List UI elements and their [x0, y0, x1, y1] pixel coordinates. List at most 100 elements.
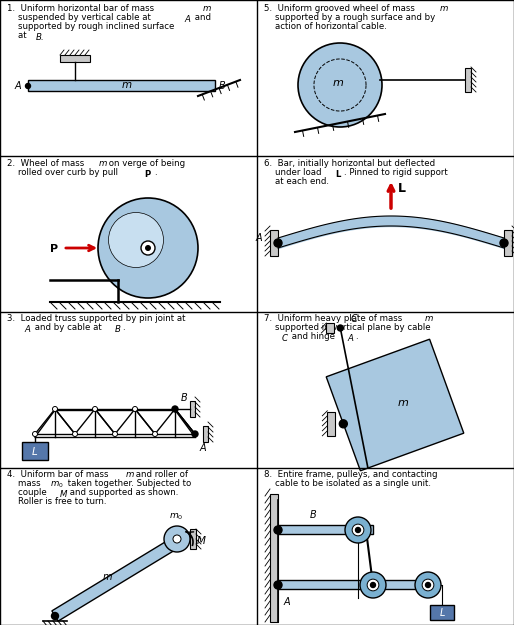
Text: and: and [192, 13, 211, 22]
Circle shape [145, 245, 151, 251]
Text: $M$: $M$ [59, 488, 68, 499]
Circle shape [337, 325, 343, 331]
Text: 1.  Uniform horizontal bar of mass: 1. Uniform horizontal bar of mass [7, 4, 157, 13]
Text: $A$: $A$ [255, 231, 264, 243]
Text: . Pinned to rigid support: . Pinned to rigid support [344, 168, 448, 177]
Text: 7.  Uniform heavy plate of mass: 7. Uniform heavy plate of mass [264, 314, 405, 323]
Text: $m$: $m$ [121, 80, 132, 90]
Circle shape [274, 239, 282, 247]
Circle shape [141, 241, 155, 255]
Text: 6.  Bar, initially horizontal but deflected: 6. Bar, initially horizontal but deflect… [264, 159, 435, 168]
Bar [430, 605, 454, 620]
Text: and hinge: and hinge [289, 332, 338, 341]
Text: and supported as shown.: and supported as shown. [67, 488, 178, 497]
Text: at: at [7, 31, 29, 40]
Text: $m_0$: $m_0$ [169, 511, 183, 522]
Text: 5.  Uniform grooved wheel of mass: 5. Uniform grooved wheel of mass [264, 4, 417, 13]
Circle shape [339, 420, 347, 428]
Bar [278, 525, 373, 534]
Circle shape [164, 526, 190, 552]
Text: $L$: $L$ [438, 606, 446, 618]
Bar [270, 230, 278, 256]
Text: supported in vertical plane by cable: supported in vertical plane by cable [264, 323, 431, 332]
Text: $A$: $A$ [347, 332, 355, 343]
Circle shape [360, 572, 386, 598]
Text: $B$: $B$ [218, 79, 226, 91]
Circle shape [173, 406, 177, 411]
Text: and by cable at: and by cable at [32, 323, 104, 332]
Text: 8.  Entire frame, pulleys, and contacting: 8. Entire frame, pulleys, and contacting [264, 470, 437, 479]
Text: $A$: $A$ [327, 416, 335, 428]
Text: $m$: $m$ [202, 4, 212, 13]
Bar [504, 230, 512, 256]
Circle shape [356, 528, 360, 532]
Circle shape [192, 431, 198, 437]
Text: rolled over curb by pull: rolled over curb by pull [7, 168, 121, 177]
Bar [327, 412, 335, 436]
Text: $m$: $m$ [424, 314, 434, 323]
Circle shape [98, 198, 198, 298]
Circle shape [93, 406, 98, 411]
Text: .: . [355, 332, 358, 341]
Text: $m$: $m$ [397, 398, 409, 408]
Bar [190, 529, 196, 549]
Circle shape [367, 579, 379, 591]
Circle shape [274, 581, 282, 589]
Circle shape [422, 579, 434, 591]
Text: and roller of: and roller of [133, 470, 188, 479]
Text: $\mathbf{L}$: $\mathbf{L}$ [397, 182, 407, 196]
Text: supported by a rough surface and by: supported by a rough surface and by [264, 13, 435, 22]
Circle shape [108, 213, 163, 268]
Circle shape [371, 582, 376, 587]
Text: $A$: $A$ [24, 323, 32, 334]
Text: mass: mass [7, 479, 43, 488]
Circle shape [51, 612, 59, 619]
Circle shape [72, 431, 78, 436]
Circle shape [173, 535, 181, 543]
Text: cable to be isolated as a single unit.: cable to be isolated as a single unit. [264, 479, 431, 488]
Polygon shape [52, 538, 178, 621]
Text: $m$: $m$ [439, 4, 449, 13]
Text: $C$: $C$ [351, 312, 359, 324]
Bar [28, 80, 215, 91]
Text: $\mathbf{L}$: $\mathbf{L}$ [335, 168, 342, 179]
Text: 4.  Uniform bar of mass: 4. Uniform bar of mass [7, 470, 111, 479]
Text: $A$: $A$ [14, 79, 23, 91]
Text: $B$: $B$ [114, 323, 121, 334]
Circle shape [193, 431, 197, 436]
Circle shape [172, 406, 178, 412]
Circle shape [500, 239, 508, 247]
Polygon shape [326, 339, 464, 471]
Bar [270, 494, 278, 622]
Circle shape [133, 406, 138, 411]
Text: 3.  Loaded truss supported by pin joint at: 3. Loaded truss supported by pin joint a… [7, 314, 186, 323]
Circle shape [426, 582, 431, 587]
Circle shape [274, 526, 282, 534]
Text: 2.  Wheel of mass: 2. Wheel of mass [7, 159, 87, 168]
Bar [203, 426, 208, 442]
Text: $M$: $M$ [196, 534, 207, 546]
Text: $m_0$: $m_0$ [50, 479, 64, 489]
Bar [465, 68, 471, 92]
Text: $\mathbf{P}$: $\mathbf{P}$ [144, 168, 152, 179]
Text: suspended by vertical cable at: suspended by vertical cable at [7, 13, 154, 22]
Circle shape [52, 406, 58, 411]
Circle shape [113, 431, 118, 436]
Text: $m$: $m$ [332, 78, 344, 88]
Bar [22, 442, 48, 460]
Text: $m$: $m$ [125, 470, 135, 479]
Text: Roller is free to turn.: Roller is free to turn. [7, 497, 106, 506]
Text: $A$: $A$ [184, 13, 192, 24]
Bar [190, 401, 195, 417]
Circle shape [415, 572, 441, 598]
Bar [60, 55, 90, 62]
Text: $B$: $B$ [309, 508, 317, 520]
Circle shape [352, 524, 364, 536]
Text: $B$.: $B$. [35, 31, 45, 42]
Text: $B$: $B$ [180, 391, 188, 403]
Circle shape [298, 43, 382, 127]
Text: taken together. Subjected to: taken together. Subjected to [65, 479, 191, 488]
Text: $A$: $A$ [199, 441, 208, 453]
Text: on verge of being: on verge of being [106, 159, 185, 168]
Text: $m$: $m$ [98, 159, 108, 168]
